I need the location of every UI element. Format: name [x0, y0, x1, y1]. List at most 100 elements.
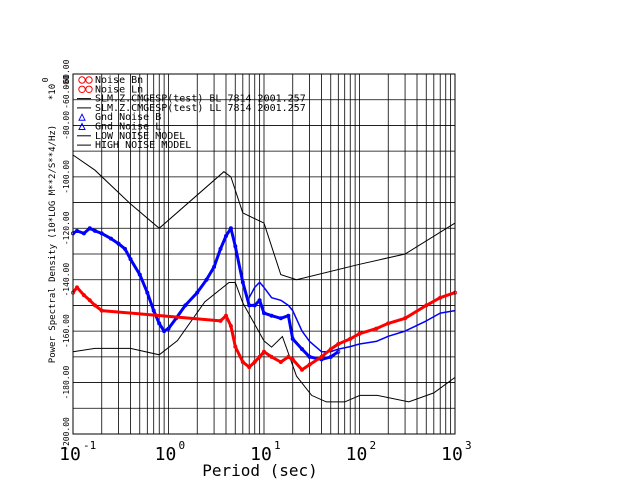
- y-tick-label: -80.00: [62, 111, 71, 140]
- series-point: [109, 236, 114, 241]
- series-point: [218, 246, 223, 251]
- series-point: [99, 231, 104, 236]
- series-point: [81, 293, 86, 298]
- legend-label: SLM.Z.CMGESP(test) BL 7814 2001.257: [95, 94, 306, 105]
- series-point: [386, 321, 391, 326]
- x-tick-exponent: 3: [465, 439, 472, 452]
- series-point: [257, 298, 262, 303]
- legend-label: LOW NOISE MODEL: [95, 131, 185, 142]
- noise-model-line: [72, 154, 456, 281]
- series-point: [166, 326, 171, 331]
- legend-label: SLM.Z.CMGESP(test) LL 7814 2001.257: [95, 103, 306, 114]
- series-point: [252, 303, 257, 308]
- series-point: [257, 354, 262, 359]
- series-point: [93, 303, 98, 308]
- y-axis-multiplier: *10: [48, 84, 58, 100]
- legend-triangle-symbol: [78, 113, 86, 121]
- noise-model-layer: [72, 154, 456, 403]
- y-tick-label: -120.00: [62, 211, 71, 245]
- x-tick-label: 10: [59, 444, 81, 465]
- grid-layer: [72, 73, 455, 435]
- x-tick-label: 10: [441, 444, 463, 465]
- series-point: [247, 303, 252, 308]
- series-point: [290, 336, 295, 341]
- y-tick-label: -140.00: [62, 263, 71, 297]
- series-point: [252, 359, 257, 364]
- series-point: [204, 277, 209, 282]
- series-line: [72, 226, 340, 361]
- y-axis-multiplier-exponent: 0: [41, 77, 50, 82]
- series-point: [240, 359, 245, 364]
- series-point: [75, 285, 80, 290]
- legend-circle-symbol: [78, 76, 86, 84]
- series-point: [128, 257, 133, 262]
- series-point: [87, 226, 92, 231]
- y-tick-labels: -200.00 -180.00 -160.00 -140.00 -120.00 -100.…: [62, 59, 71, 450]
- x-tick-label: 10: [250, 444, 272, 465]
- series-point: [223, 313, 228, 318]
- series-point: [336, 349, 341, 354]
- series-point: [261, 311, 266, 316]
- y-tick-label: -160.00: [62, 314, 71, 348]
- series-line: [248, 281, 456, 353]
- series-point: [99, 308, 104, 313]
- series-point: [218, 318, 223, 323]
- series-point: [319, 354, 324, 359]
- series-point: [269, 313, 274, 318]
- series-point: [278, 316, 283, 321]
- x-tick-exponent: 2: [370, 439, 377, 452]
- series-line: [71, 285, 456, 372]
- series-point: [328, 347, 333, 352]
- x-tick-exponent: 0: [179, 439, 186, 452]
- series-point: [123, 246, 128, 251]
- series-point: [223, 233, 228, 238]
- series-point: [403, 316, 408, 321]
- series-point: [247, 365, 252, 370]
- series-point: [233, 344, 238, 349]
- x-axis-label: Period (sec): [202, 461, 318, 480]
- legend-label: Noise Bn: [95, 75, 143, 86]
- x-tick-label: 10: [155, 444, 177, 465]
- y-tick-label: -100.00: [62, 160, 71, 194]
- series-point: [75, 228, 80, 233]
- series-point: [374, 326, 379, 331]
- series-point: [438, 295, 443, 300]
- series-point: [87, 298, 92, 303]
- series-point: [336, 341, 341, 346]
- legend-label: HIGH NOISE MODEL: [95, 140, 191, 151]
- y-tick-label: -60.000: [62, 75, 71, 109]
- series-point: [286, 313, 291, 318]
- series-point: [233, 244, 238, 249]
- series-point: [162, 329, 167, 334]
- x-tick-labels: 10 -1 10 0 10 1 10 2 10 3: [59, 439, 471, 465]
- series-point: [116, 241, 121, 246]
- legend-circle-symbol: [78, 85, 86, 94]
- series-point: [137, 272, 142, 277]
- series-point: [269, 354, 274, 359]
- x-tick-exponent: -1: [83, 439, 96, 452]
- series-point: [278, 359, 283, 364]
- series-point: [307, 362, 312, 367]
- legend-circle-symbol: [85, 76, 93, 84]
- x-tick-exponent: 1: [274, 439, 281, 452]
- legend-circle-symbol: [85, 85, 93, 94]
- legend-label: Gnd Noise B: [95, 112, 161, 123]
- x-tick-label: 10: [346, 444, 368, 465]
- series-point: [183, 303, 188, 308]
- y-tick-label: -180.00: [62, 366, 71, 400]
- series-point: [307, 354, 312, 359]
- series-point: [290, 357, 295, 362]
- series-point: [299, 367, 304, 372]
- plot-frame: [72, 73, 456, 435]
- series-point: [212, 264, 217, 269]
- legend-triangle-symbol: [78, 122, 86, 130]
- series-point: [348, 336, 353, 341]
- y-tick-label: -60.00: [62, 59, 71, 88]
- series-point: [299, 347, 304, 352]
- series-point: [357, 331, 362, 336]
- series-point: [93, 228, 98, 233]
- y-axis-label: Power Spectral Density (10*LOG M**2/S**4…: [48, 125, 58, 363]
